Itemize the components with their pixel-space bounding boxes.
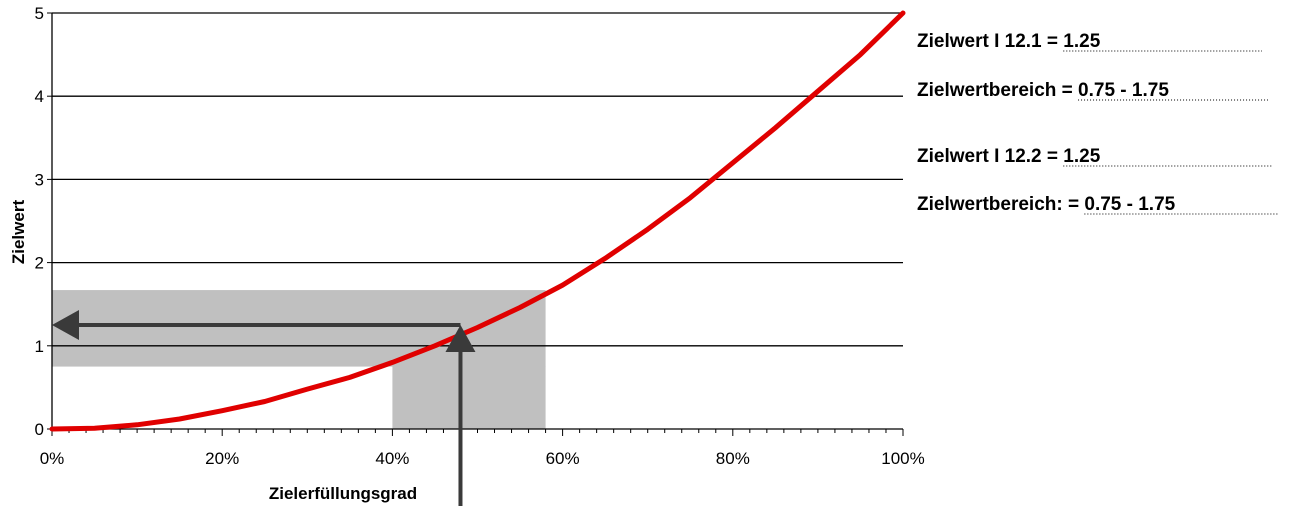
annotation-value: 0.75 - 1.75	[1084, 194, 1175, 215]
series-layer	[49, 10, 906, 432]
annotation-line: Zielwertbereich: = 0.75 - 1.75	[917, 194, 1176, 215]
annotation-value: 1.25	[1063, 146, 1100, 167]
x-tick-label: 100%	[881, 449, 924, 468]
y-tick-label: 4	[35, 87, 44, 106]
highlight-band-horizontal	[52, 290, 546, 367]
y-tick-label: 2	[35, 254, 44, 273]
y-axis-title: Zielwert	[9, 200, 28, 265]
annotation-line: Zielwert I 12.1 = 1.25	[917, 31, 1101, 52]
annotation-panel: Zielwert I 12.1 = 1.25 Zielwertbereich = …	[917, 31, 1278, 215]
y-tick-label: 0	[35, 420, 44, 439]
y-tick-label: 1	[35, 337, 44, 356]
axes: 0% 20% 40% 60% 80% 100% 0 1 2 3 4 5	[35, 4, 925, 468]
annotation-label: Zielwert I 12.1 =	[917, 31, 1063, 52]
annotation-label: Zielwert I 12.2 =	[917, 146, 1063, 167]
annotation-value: 0.75 - 1.75	[1078, 80, 1169, 101]
annotation-value: 1.25	[1063, 31, 1100, 52]
highlight-band-vertical	[392, 366, 546, 429]
x-axis-title: Zielerfüllungsgrad	[269, 484, 417, 503]
arrows	[52, 310, 476, 506]
y-tick-label: 3	[35, 170, 44, 189]
x-tick-label: 0%	[40, 449, 65, 468]
x-tick-label: 20%	[205, 449, 239, 468]
labels: Zielerfüllungsgrad Zielwert	[9, 200, 417, 503]
annotation-label: Zielwertbereich =	[917, 80, 1078, 101]
x-tick-label: 60%	[546, 449, 580, 468]
annotation-line: Zielwertbereich = 0.75 - 1.75	[917, 80, 1169, 101]
gridlines	[52, 12, 903, 347]
series-line-0	[49, 10, 906, 432]
annotation-line: Zielwert I 12.2 = 1.25	[917, 146, 1101, 167]
x-tick-label: 40%	[375, 449, 409, 468]
x-tick-label: 80%	[716, 449, 750, 468]
annotation-label: Zielwertbereich: =	[917, 194, 1084, 215]
arrow-up-head	[445, 325, 476, 352]
highlight-bands	[52, 290, 546, 429]
arrow-left-head	[52, 310, 79, 340]
y-tick-label: 5	[35, 4, 44, 23]
